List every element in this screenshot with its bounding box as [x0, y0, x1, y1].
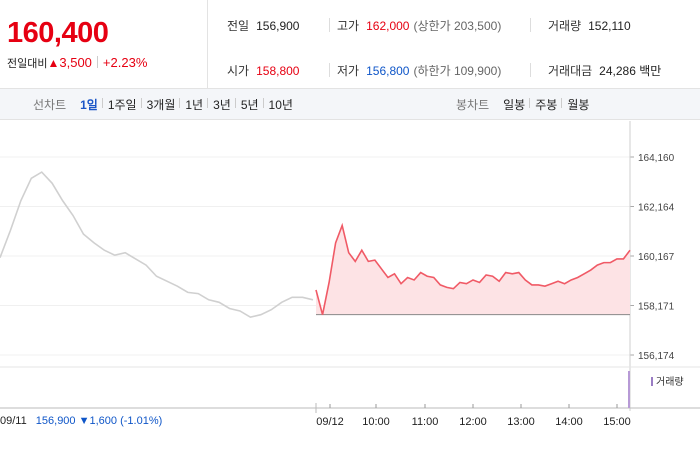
- up-arrow-icon: ▲: [47, 56, 60, 70]
- tab-10y[interactable]: 10년: [262, 96, 298, 113]
- upper-limit-label: 상한가: [417, 19, 451, 33]
- prev-day-line: [0, 171, 314, 319]
- price-box: 160,400 전일대비▲3,500 +2.23%: [0, 0, 208, 88]
- y-tick-label: 164,160: [638, 153, 675, 164]
- high-value: 162,000: [366, 19, 410, 33]
- divider: [329, 18, 330, 32]
- high-cell: 고가 162,000 (상한가 203,500): [337, 17, 501, 34]
- volume-legend-swatch: [651, 377, 653, 386]
- prev-change-summary: ▼1,600: [78, 415, 118, 427]
- volume-label: 거래량: [548, 19, 582, 33]
- open-label: 시가: [227, 64, 250, 78]
- tab-3y[interactable]: 3년: [207, 96, 236, 113]
- lower-limit-value: 109,900: [453, 64, 498, 78]
- volume-legend: 거래량: [651, 373, 684, 388]
- trade-value-cell: 거래대금 24,286 백만: [548, 62, 661, 79]
- low-label: 저가: [337, 64, 360, 78]
- x-tick-label: 14:00: [555, 416, 583, 428]
- y-tick-label: 156,174: [638, 351, 675, 362]
- tab-weekly[interactable]: 주봉: [529, 96, 562, 113]
- prev-day-summary: 09/11 156,900 ▼1,600 (-1.01%): [0, 415, 162, 427]
- divider: [329, 63, 330, 77]
- trade-value-unit: 백만: [639, 64, 662, 78]
- tab-monthly[interactable]: 월봉: [561, 96, 594, 113]
- prev-close-value: 156,900: [256, 19, 300, 33]
- tab-1w[interactable]: 1주일: [101, 96, 142, 113]
- x-tick-label: 09/12: [316, 416, 344, 428]
- tab-5y[interactable]: 5년: [234, 96, 264, 113]
- x-tick-label: 12:00: [459, 416, 487, 428]
- prev-close-summary: 156,900 ▼1,600 (-1.01%): [36, 415, 163, 427]
- volume-cell: 거래량 152,110: [548, 17, 631, 34]
- y-tick-label: 160,167: [638, 252, 675, 263]
- prev-change-percent-summary: (-1.01%): [120, 415, 163, 427]
- current-price: 160,400: [7, 17, 109, 49]
- y-tick-label: 162,164: [638, 203, 675, 214]
- today-line: [315, 222, 631, 315]
- trade-value-label: 거래대금: [548, 64, 593, 78]
- divider: [530, 18, 531, 32]
- open-cell: 시가 158,800: [227, 62, 299, 79]
- tab-3m[interactable]: 3개월: [140, 96, 181, 113]
- prev-close-summary-value: 156,900: [35, 415, 76, 427]
- volume-bar: [628, 371, 630, 408]
- low-value: 156,800: [366, 64, 410, 78]
- x-tick-label: 10:00: [362, 416, 390, 428]
- y-tick-label: 158,171: [638, 302, 675, 313]
- change-amount: 3,500: [59, 55, 92, 70]
- change-label: 전일대비: [7, 58, 48, 70]
- divider: [96, 56, 98, 68]
- change-row: 전일대비▲3,500 +2.23%: [7, 55, 147, 71]
- prev-date: 09/11: [0, 415, 27, 427]
- prev-close-label: 전일: [227, 19, 250, 33]
- quote-header: 160,400 전일대비▲3,500 +2.23% 전일 156,900 고가 162…: [0, 0, 700, 89]
- prev-close-cell: 전일 156,900: [227, 17, 299, 34]
- trade-value-value: 24,286: [599, 64, 636, 78]
- low-cell: 저가 156,800 (하한가 109,900): [337, 62, 501, 79]
- today-area: [316, 225, 630, 315]
- divider: [530, 63, 531, 77]
- lower-limit: (하한가 109,900): [413, 64, 502, 78]
- candle-chart-title: 봉차트: [456, 98, 490, 112]
- price-chart: 164,160 162,164 160,167 158,171 156,174 09/12…: [0, 121, 700, 450]
- x-tick-label: 15:00: [603, 416, 631, 428]
- volume-value: 152,110: [588, 19, 631, 33]
- chart-tab-bar: 선차트 1일 1주일 3개월 1년 3년 5년 10년 봉차트 일봉 주봉 월봉: [0, 89, 700, 120]
- high-label: 고가: [337, 19, 360, 33]
- tab-daily[interactable]: 일봉: [503, 98, 526, 112]
- lower-limit-label: 하한가: [417, 64, 451, 78]
- line-chart-tabs: 선차트 1일 1주일 3개월 1년 3년 5년 10년: [33, 89, 298, 120]
- x-tick-label: 13:00: [507, 416, 535, 428]
- x-tick-label: 11:00: [412, 416, 439, 428]
- candle-chart-tabs: 봉차트 일봉 주봉 월봉: [456, 89, 594, 120]
- chart-canvas: 164,160 162,164 160,167 158,171 156,174 09/12…: [0, 121, 700, 428]
- line-chart-title: 선차트: [33, 98, 67, 112]
- change-percent: +2.23%: [102, 55, 148, 70]
- open-value: 158,800: [256, 64, 300, 78]
- tab-1y[interactable]: 1년: [179, 96, 208, 113]
- upper-limit: (상한가 203,500): [413, 19, 502, 33]
- tab-1d[interactable]: 1일: [80, 98, 98, 112]
- volume-legend-label: 거래량: [656, 377, 684, 388]
- upper-limit-value: 203,500: [453, 19, 498, 33]
